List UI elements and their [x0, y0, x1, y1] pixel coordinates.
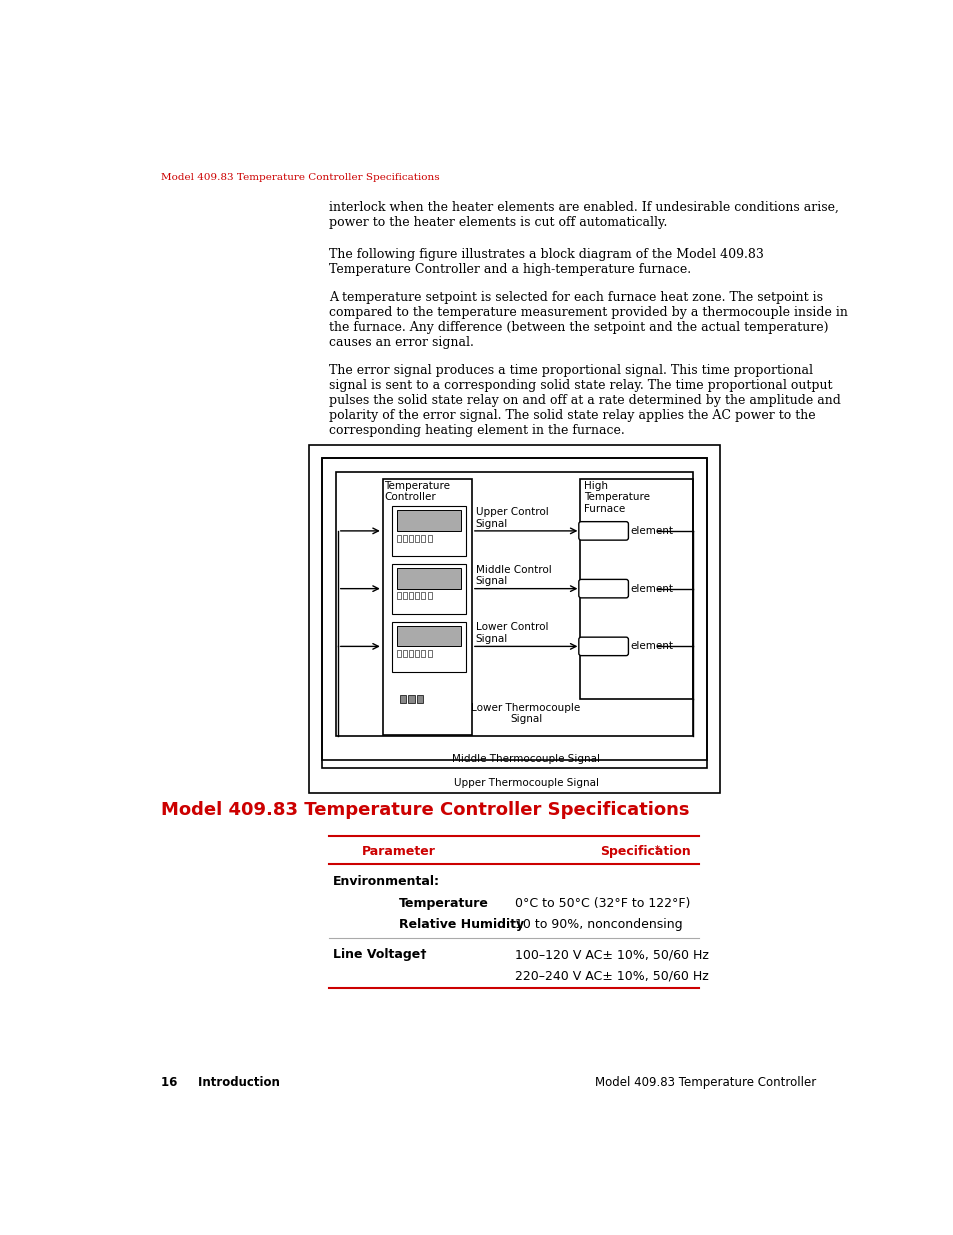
Text: Lower Control
Signal: Lower Control Signal: [476, 622, 548, 645]
Polygon shape: [427, 651, 431, 657]
Text: Middle Thermocouple Signal: Middle Thermocouple Signal: [452, 753, 599, 763]
Text: Relative Humidity: Relative Humidity: [398, 918, 523, 931]
Text: Environmental:: Environmental:: [333, 876, 439, 888]
Text: Temperature
Controller: Temperature Controller: [384, 480, 450, 503]
Polygon shape: [409, 651, 413, 657]
Polygon shape: [415, 593, 418, 599]
Text: 100–120 V AC± 10%, 50/60 Hz: 100–120 V AC± 10%, 50/60 Hz: [515, 948, 708, 961]
Text: Lower Thermocouple
Signal: Lower Thermocouple Signal: [471, 703, 580, 724]
Polygon shape: [409, 535, 413, 542]
Text: 10 to 90%, noncondensing: 10 to 90%, noncondensing: [515, 918, 682, 931]
Polygon shape: [396, 535, 400, 542]
Text: 16     Introduction: 16 Introduction: [161, 1076, 279, 1089]
Text: Upper Thermocouple Signal: Upper Thermocouple Signal: [453, 778, 598, 788]
Text: interlock when the heater elements are enabled. If undesirable conditions arise,: interlock when the heater elements are e…: [329, 200, 839, 228]
Text: element: element: [629, 526, 672, 536]
Text: Temperature: Temperature: [398, 897, 488, 910]
Text: element: element: [629, 584, 672, 594]
Polygon shape: [427, 593, 431, 599]
Polygon shape: [399, 695, 406, 703]
Polygon shape: [396, 510, 460, 531]
Text: Model 409.83 Temperature Controller: Model 409.83 Temperature Controller: [595, 1076, 816, 1089]
Polygon shape: [396, 626, 460, 646]
Text: The following figure illustrates a block diagram of the Model 409.83
Temperature: The following figure illustrates a block…: [329, 248, 763, 277]
Text: 220–240 V AC± 10%, 50/60 Hz: 220–240 V AC± 10%, 50/60 Hz: [515, 969, 708, 983]
Text: Specification: Specification: [599, 845, 691, 858]
Polygon shape: [416, 695, 422, 703]
Polygon shape: [396, 568, 460, 589]
Text: Upper Control
Signal: Upper Control Signal: [476, 508, 548, 529]
FancyBboxPatch shape: [578, 521, 628, 540]
FancyBboxPatch shape: [578, 579, 628, 598]
Polygon shape: [408, 695, 415, 703]
Text: Parameter: Parameter: [362, 845, 436, 858]
Text: *: *: [654, 845, 659, 855]
Text: Line Voltage†: Line Voltage†: [333, 948, 426, 961]
Polygon shape: [427, 535, 431, 542]
Text: Model 409.83 Temperature Controller Specifications: Model 409.83 Temperature Controller Spec…: [161, 802, 689, 819]
Polygon shape: [421, 593, 425, 599]
Text: Middle Control
Signal: Middle Control Signal: [476, 564, 551, 587]
FancyBboxPatch shape: [578, 637, 628, 656]
Polygon shape: [402, 535, 406, 542]
Text: High
Temperature
Furnace: High Temperature Furnace: [583, 480, 650, 514]
Polygon shape: [402, 593, 406, 599]
Polygon shape: [415, 651, 418, 657]
Text: A temperature setpoint is selected for each furnace heat zone. The setpoint is
c: A temperature setpoint is selected for e…: [329, 290, 847, 348]
Text: Model 409.83 Temperature Controller Specifications: Model 409.83 Temperature Controller Spec…: [161, 173, 439, 182]
Polygon shape: [396, 651, 400, 657]
Text: 0°C to 50°C (32°F to 122°F): 0°C to 50°C (32°F to 122°F): [515, 897, 690, 910]
Polygon shape: [421, 535, 425, 542]
Polygon shape: [415, 535, 418, 542]
Polygon shape: [402, 651, 406, 657]
Text: element: element: [629, 641, 672, 651]
Polygon shape: [421, 651, 425, 657]
Text: The error signal produces a time proportional signal. This time proportional
sig: The error signal produces a time proport…: [329, 364, 841, 437]
Polygon shape: [409, 593, 413, 599]
Polygon shape: [396, 593, 400, 599]
